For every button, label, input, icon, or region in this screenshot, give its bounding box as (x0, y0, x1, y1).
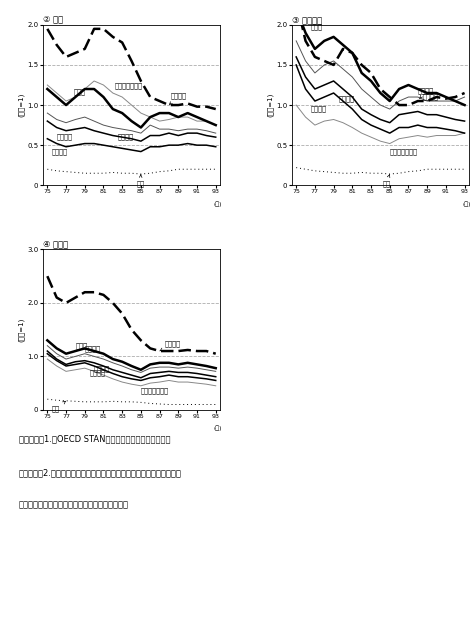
Text: オーストラリア: オーストラリア (390, 148, 418, 155)
Text: イタリア: イタリア (338, 95, 354, 102)
Text: ④ 自動車: ④ 自動車 (43, 240, 68, 248)
Text: フランス: フランス (85, 345, 101, 352)
Text: フランス: フランス (422, 94, 438, 100)
Text: 韓国: 韓国 (52, 401, 65, 412)
Text: (年): (年) (214, 201, 222, 207)
Text: ② 鉄銅: ② 鉄銅 (43, 15, 63, 24)
Text: ドイツ: ドイツ (73, 88, 85, 94)
Text: イタリア: イタリア (94, 365, 110, 372)
Y-axis label: (日本=1): (日本=1) (18, 317, 25, 342)
Text: (年): (年) (463, 201, 471, 207)
Text: アメリカ: アメリカ (418, 87, 434, 99)
Text: （備考）　1.　OECD STANデータベース等により作成。: （備考） 1. OECD STANデータベース等により作成。 (19, 435, 171, 443)
Text: 韓国: 韓国 (136, 175, 144, 187)
Text: 韓国: 韓国 (382, 175, 390, 187)
Text: イタリア: イタリア (57, 134, 73, 140)
Y-axis label: (日本=1): (日本=1) (267, 93, 273, 117)
Text: イギリス: イギリス (90, 369, 105, 376)
Text: (年): (年) (214, 426, 222, 432)
Text: ドイツ: ドイツ (75, 343, 87, 350)
Text: アメリカ: アメリカ (170, 92, 187, 104)
Text: イギリス: イギリス (52, 148, 68, 155)
Text: フランス: フランス (118, 134, 134, 140)
Text: ③ 電気機械: ③ 電気機械 (292, 15, 322, 24)
Y-axis label: (日本=1): (日本=1) (18, 93, 25, 117)
Text: 相対賌金＝各国の賌金／日本の賌金: 相対賌金＝各国の賌金／日本の賌金 (19, 500, 129, 509)
Text: イギリス: イギリス (310, 106, 326, 112)
Text: ドイツ: ドイツ (310, 24, 322, 30)
Text: アメリカ: アメリカ (160, 340, 180, 351)
Text: オーストラリア: オーストラリア (141, 388, 169, 394)
Text: 2.　賌金＝市場レートでドル换算した一人当たり雇用者所得: 2. 賌金＝市場レートでドル换算した一人当たり雇用者所得 (19, 469, 182, 478)
Text: オーストラリア: オーストラリア (115, 83, 143, 89)
